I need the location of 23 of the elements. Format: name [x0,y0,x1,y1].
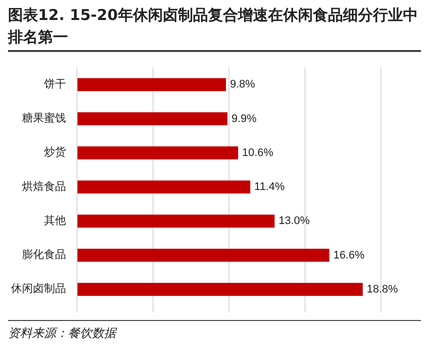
data-label: 11.4% [254,181,285,194]
data-label: 10.6% [242,146,274,159]
y-tick-label: 其他 [44,214,66,227]
bar [78,214,275,228]
data-label: 13.0% [278,215,310,228]
data-label: 9.8% [230,78,256,91]
bar [78,282,363,296]
bar [78,248,330,262]
bar [78,112,228,126]
y-tick-label: 糖果蜜饯 [22,112,66,125]
y-tick-label: 炒货 [44,146,66,159]
bar [78,180,250,194]
y-tick-label: 膨化食品 [22,248,66,262]
chart-title: 图表12. 15-20年休闲卤制品复合增速在休闲食品细分行业中排名第一 [8,4,421,52]
bar [78,146,238,160]
data-label: 18.8% [366,283,398,296]
bar [78,78,226,92]
data-label: 16.6% [333,249,365,262]
y-tick-label: 烘焙食品 [22,180,66,193]
y-tick-label: 休闲卤制品 [11,282,66,296]
y-tick-label: 饼干 [43,78,66,91]
data-label: 9.9% [231,112,257,125]
text: 资料来源：餐饮数据 [8,325,118,342]
